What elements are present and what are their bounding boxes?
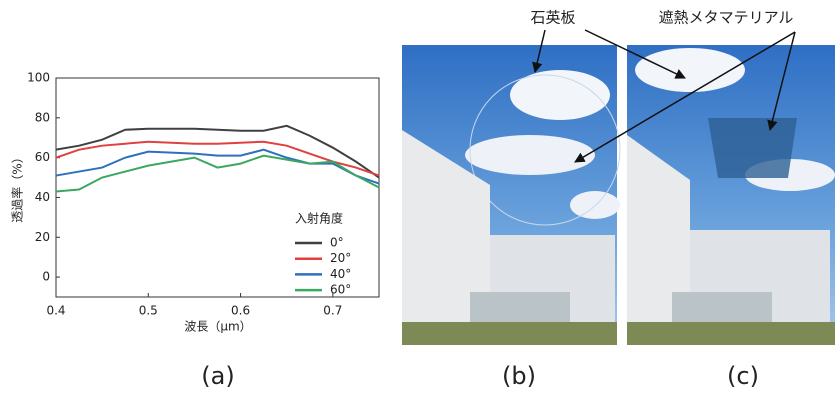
- annotation: 石英板: [530, 9, 575, 27]
- y-tick-label: 100: [27, 71, 50, 85]
- x-tick-label: 0.5: [139, 304, 158, 318]
- arrows: [532, 29, 796, 163]
- photo-b: [402, 45, 621, 345]
- y-tick-label: 40: [35, 190, 50, 204]
- legend-label: 0°: [330, 236, 344, 250]
- y-tick-label: 80: [35, 110, 50, 124]
- x-tick-label: 0.7: [323, 304, 342, 318]
- legend-label: 60°: [330, 283, 351, 297]
- y-tick-label: 60: [35, 150, 50, 164]
- x-tick-label: 0.6: [231, 304, 250, 318]
- panel-label: (a): [201, 362, 234, 390]
- legend-label: 40°: [330, 267, 351, 281]
- series-line: [55, 154, 380, 193]
- legend-label: 20°: [330, 251, 351, 265]
- y-tick-label: 0: [42, 270, 50, 284]
- legend-title: 入射角度: [295, 211, 343, 226]
- y-axis-label: 透過率（%）: [10, 151, 25, 222]
- y-tick-label: 20: [35, 230, 50, 244]
- panel-label: (b): [502, 362, 536, 390]
- series-line: [55, 148, 380, 185]
- x-tick-label: 0.4: [46, 304, 65, 318]
- photo-c: [627, 45, 835, 345]
- annotation: 遮熱メタマテリアル: [659, 9, 794, 27]
- series-line: [55, 140, 380, 177]
- panel-label: (c): [727, 362, 759, 390]
- x-axis-label: 波長（μm）: [184, 320, 251, 334]
- series-line: [55, 124, 380, 179]
